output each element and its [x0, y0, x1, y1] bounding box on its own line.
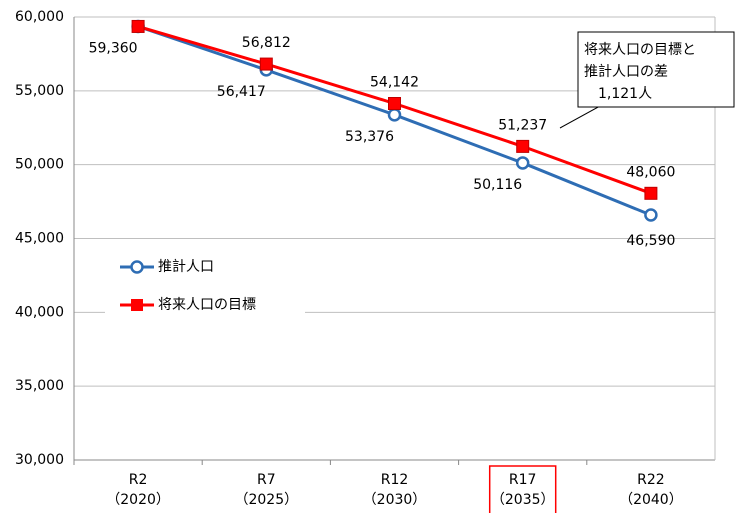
x-tick-label: （2030） [363, 492, 427, 508]
y-tick-label: 45,000 [15, 231, 64, 247]
legend-label: 将来人口の目標 [158, 297, 256, 313]
annotation: 将来人口の目標と [584, 42, 696, 58]
value-label: 48,060 [626, 164, 675, 180]
value-label: 56,812 [242, 35, 291, 51]
value-label: 59,360 [89, 40, 138, 56]
value-label: 46,590 [626, 233, 675, 249]
point [387, 108, 402, 122]
x-tick-label: （2020） [106, 492, 170, 508]
point [515, 156, 530, 170]
point [259, 57, 273, 71]
legend-label: 推計人口 [158, 259, 214, 275]
y-tick-label: 40,000 [15, 304, 64, 320]
y-tick-label: 35,000 [15, 378, 64, 394]
y-tick-label: 60,000 [15, 9, 64, 25]
annotation: 推計人口の差 [584, 64, 668, 80]
x-tick-label: （2035） [491, 492, 555, 508]
point [516, 139, 530, 153]
x-tick-label: R7 [257, 472, 276, 488]
annotation: 1,121人 [598, 86, 652, 102]
legend-marker [131, 299, 143, 311]
value-label: 53,376 [345, 129, 394, 145]
legend-marker [130, 260, 144, 274]
callout-pointer [559, 105, 616, 129]
y-tick-label: 55,000 [15, 83, 64, 99]
value-label: 51,237 [498, 117, 547, 133]
value-label: 54,142 [370, 75, 419, 91]
x-tick-label: R22 [637, 472, 665, 488]
value-label: 50,116 [473, 177, 522, 193]
x-tick-label: R2 [129, 472, 148, 488]
x-tick-label: （2040） [619, 492, 683, 508]
x-tick-label: R12 [381, 472, 409, 488]
point [131, 19, 145, 33]
callout-box [577, 31, 735, 108]
point [644, 208, 658, 222]
highlight-box [488, 465, 557, 513]
x-tick-label: （2025） [234, 492, 298, 508]
value-label: 56,417 [217, 84, 266, 100]
y-tick-label: 30,000 [15, 452, 64, 468]
point [644, 186, 658, 200]
x-tick-label: R17 [509, 472, 537, 488]
point [388, 97, 401, 111]
y-tick-label: 50,000 [15, 157, 64, 173]
